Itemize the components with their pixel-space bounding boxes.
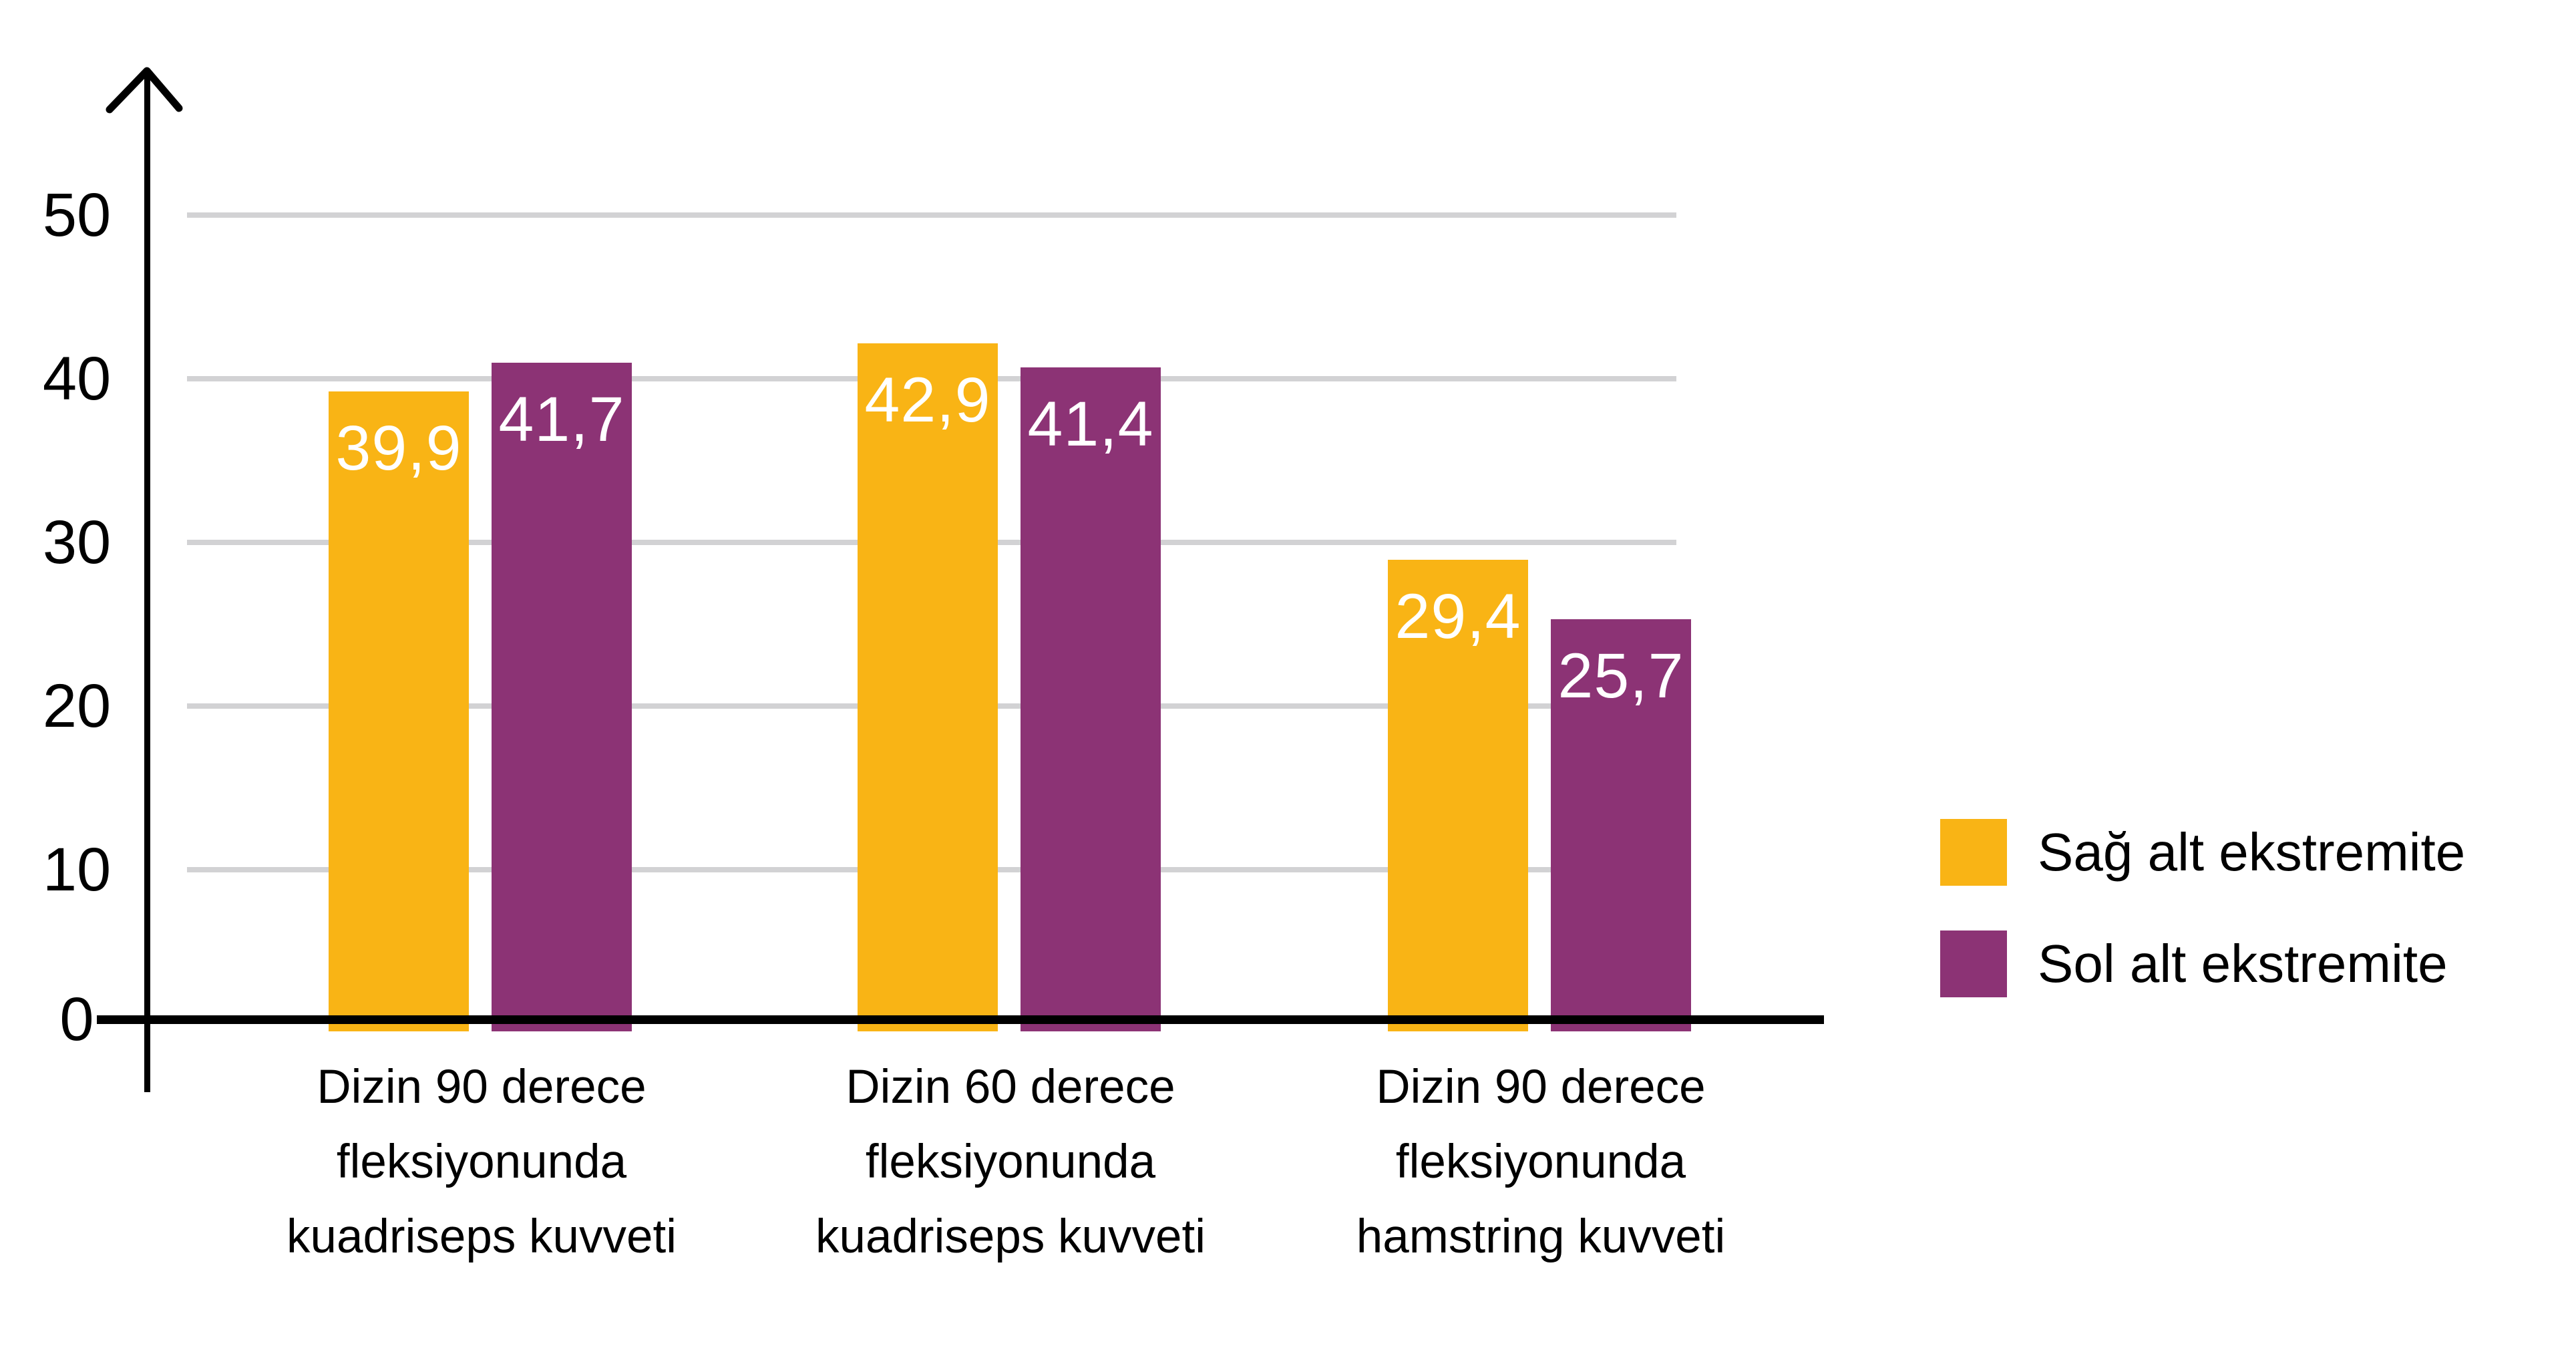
- legend-label: Sağ alt ekstremite: [2038, 822, 2466, 882]
- y-axis-arrowhead-icon: [106, 67, 183, 114]
- category-label-2: Dizin 60 derece fleksiyonunda kuadriseps k…: [703, 1050, 1318, 1275]
- category-label-line: fleksiyonunda: [336, 1136, 627, 1188]
- x-axis-line: [97, 1015, 1824, 1024]
- bar-value-label: 42,9: [864, 365, 991, 436]
- category-label-line: Dizin 90 derece: [317, 1061, 647, 1114]
- legend-row-sag: Sağ alt ekstremite: [1940, 819, 2465, 886]
- bar-value-label: 25,7: [1557, 641, 1684, 711]
- category-label-line: Dizin 60 derece: [846, 1061, 1175, 1114]
- category-label-line: fleksiyonunda: [865, 1136, 1156, 1188]
- y-tick-label-20: 20: [42, 672, 112, 740]
- bar-value-label: 29,4: [1395, 581, 1521, 652]
- category-label-line: hamstring kuvveti: [1356, 1210, 1726, 1263]
- y-tick-label-40: 40: [42, 345, 112, 413]
- bar-sag-group3: 29,4: [1388, 560, 1528, 1031]
- y-tick-label-0: 0: [59, 985, 94, 1053]
- bar-sol-group1: 41,7: [492, 363, 632, 1031]
- legend-swatch-icon: [1940, 819, 2007, 886]
- bar-sol-group3: 25,7: [1551, 619, 1691, 1031]
- legend-row-sol: Sol alt ekstremite: [1940, 931, 2448, 997]
- category-label-1: Dizin 90 derece fleksiyonunda kuadriseps k…: [174, 1050, 789, 1275]
- y-tick-label-50: 50: [42, 181, 112, 249]
- category-label-line: kuadriseps kuvveti: [815, 1210, 1206, 1263]
- legend-swatch-icon: [1940, 931, 2007, 997]
- category-label-line: fleksiyonunda: [1395, 1136, 1686, 1188]
- bar-sag-group2: 42,9: [858, 343, 998, 1031]
- bar-sag-group1: 39,9: [329, 391, 469, 1031]
- category-label-line: Dizin 90 derece: [1376, 1061, 1706, 1114]
- bar-value-label: 41,4: [1027, 389, 1154, 460]
- bar-sol-group2: 41,4: [1021, 367, 1161, 1031]
- y-axis-line: [144, 75, 150, 1092]
- legend-label: Sol alt ekstremite: [2038, 934, 2448, 993]
- bar-value-label: 41,7: [498, 384, 625, 455]
- gridline-50: [187, 212, 1676, 218]
- category-label-line: kuadriseps kuvveti: [286, 1210, 677, 1263]
- bar-value-label: 39,9: [335, 413, 462, 484]
- y-tick-label-10: 10: [42, 836, 112, 904]
- y-tick-label-30: 30: [42, 508, 112, 576]
- category-label-3: Dizin 90 derece fleksiyonunda hamstring ku…: [1234, 1050, 1848, 1275]
